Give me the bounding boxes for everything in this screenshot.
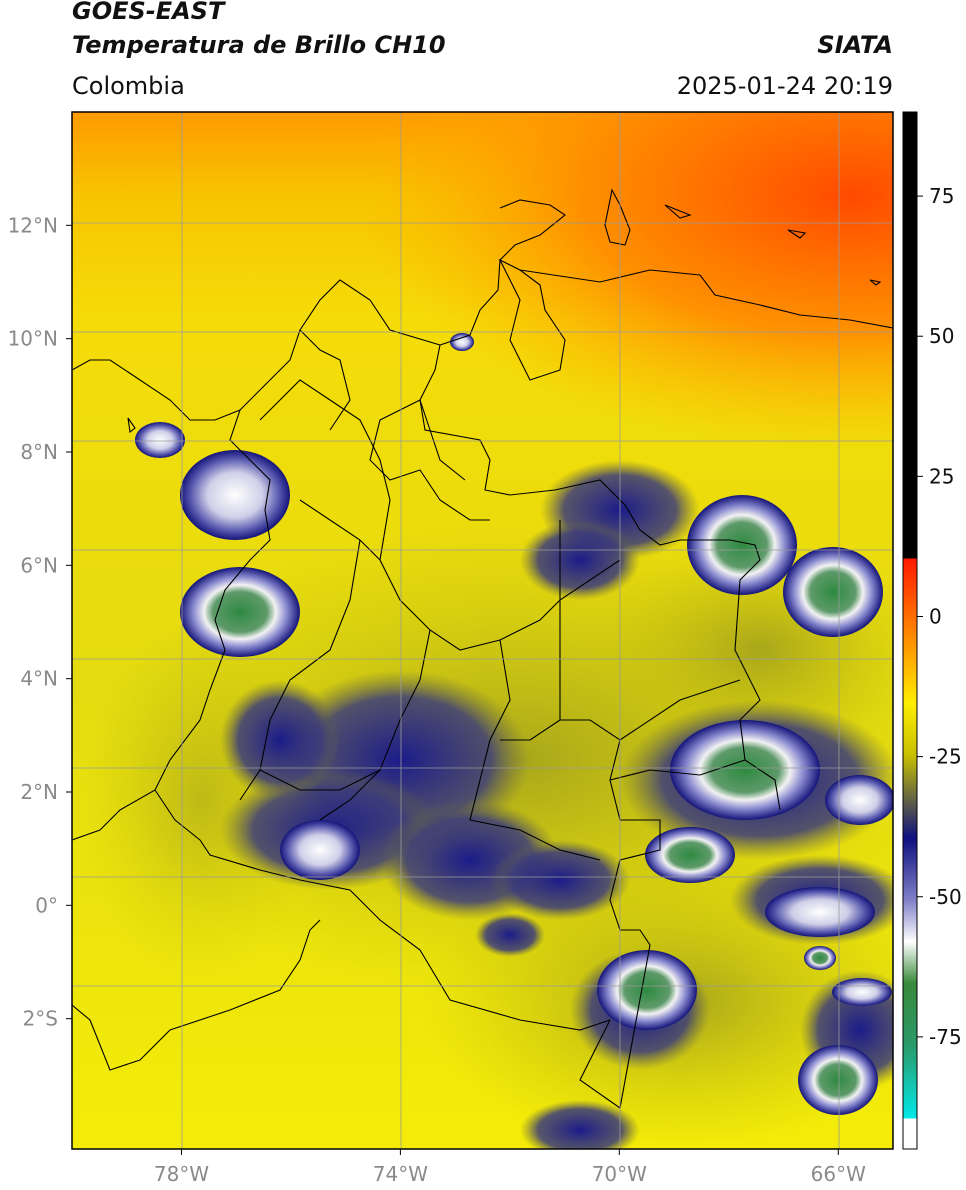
colorbar-tick-label: -25 <box>929 745 962 769</box>
lat-tick-label: 4°N <box>20 667 58 691</box>
brand-label: SIATA <box>817 31 893 59</box>
colorbar-tick-label: 0 <box>929 604 942 628</box>
title-line-1: GOES-EAST <box>72 0 225 25</box>
graticule-grid <box>72 112 893 1149</box>
lat-tick-label: 12°N <box>8 213 58 237</box>
colorbar-axis: 75 50 25 0 -25 -50 -75 <box>917 184 962 1049</box>
lat-tick-label: 6°N <box>20 553 58 577</box>
colorbar-tick-label: -75 <box>929 1025 962 1049</box>
lat-tick-label: 2°N <box>20 780 58 804</box>
lon-tick-label: 78°W <box>154 1162 209 1186</box>
lat-tick-label: 0° <box>35 893 58 917</box>
deep-convection-cores <box>135 333 893 1115</box>
lon-tick-label: 70°W <box>592 1162 647 1186</box>
lat-tick-label: 10°N <box>8 327 58 351</box>
coastlines-and-borders <box>72 188 893 1109</box>
map-frame <box>71 111 894 1150</box>
lat-tick-label: 2°S <box>23 1007 58 1031</box>
latitude-axis: 12°N 10°N 8°N 6°N 4°N 2°N 0° 2°S <box>8 213 72 1031</box>
lat-tick-label: 8°N <box>20 440 58 464</box>
map-raster <box>72 112 893 1149</box>
title-line-2: Temperatura de Brillo CH10 <box>72 31 446 59</box>
colorbar-tick-label: 25 <box>929 464 954 488</box>
lon-tick-label: 74°W <box>373 1162 428 1186</box>
timestamp-label: 2025-01-24 20:19 <box>676 72 893 100</box>
colorbar <box>902 111 918 1150</box>
colorbar-tick-label: 50 <box>929 324 954 348</box>
colorbar-tick-label: -50 <box>929 885 962 909</box>
colorbar-tick-label: 75 <box>929 184 954 208</box>
longitude-axis: 78°W 74°W 70°W 66°W <box>154 1149 866 1186</box>
region-label: Colombia <box>72 72 185 100</box>
lon-tick-label: 66°W <box>811 1162 866 1186</box>
